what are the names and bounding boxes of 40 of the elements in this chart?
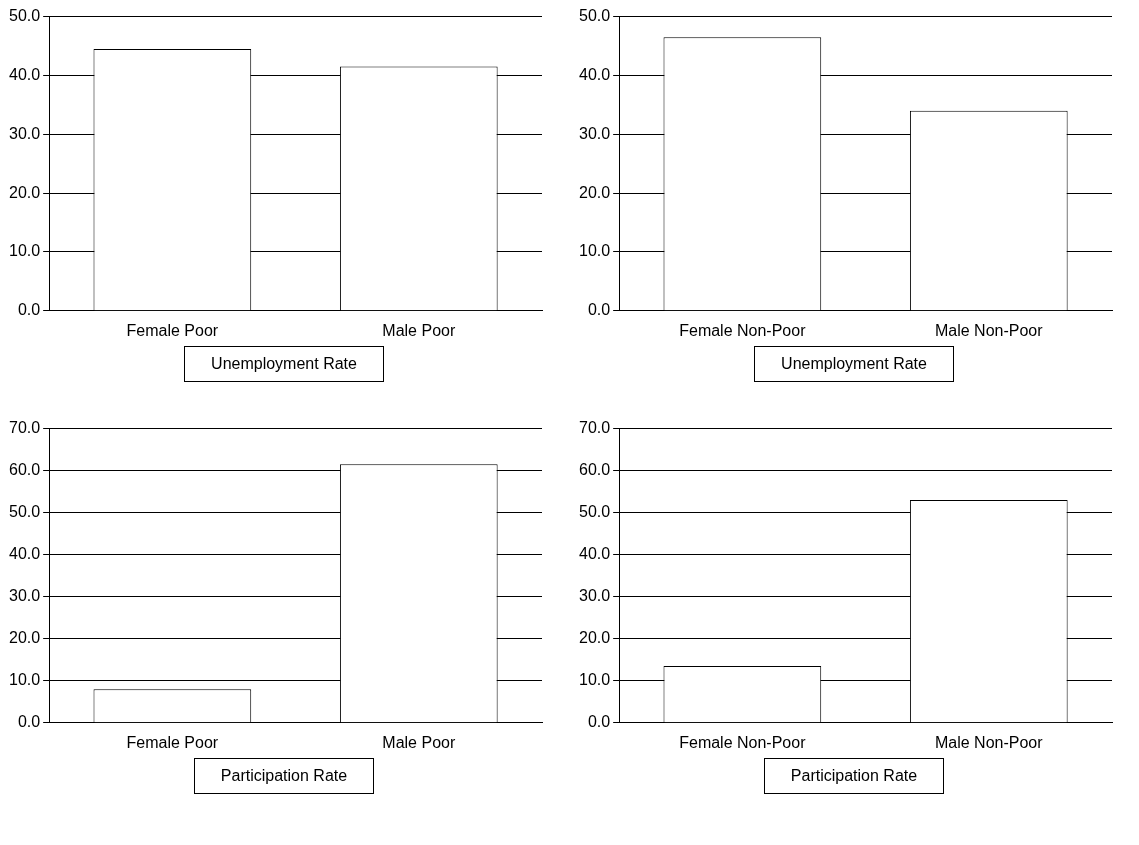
x-tick-label: Female Poor (126, 321, 219, 339)
x-axis-title: Participation Rate (763, 758, 945, 794)
x-tick-label: Female Non-Poor (679, 733, 807, 751)
y-tick-label: 10.0 (579, 242, 611, 260)
y-tick-label: 10.0 (9, 242, 41, 260)
y-tick-label: 70.0 (579, 419, 611, 437)
x-tick-label: Male Poor (382, 733, 456, 751)
y-tick-label: 40.0 (9, 545, 41, 563)
y-tick-label: 20.0 (579, 629, 611, 647)
y-tick-label: 30.0 (579, 587, 611, 605)
y-tick-label: 20.0 (9, 629, 41, 647)
y-tick-label: 50.0 (579, 503, 611, 521)
y-tick-label: 30.0 (9, 124, 41, 142)
y-tick-label: 60.0 (9, 461, 41, 479)
y-tick-label: 20.0 (579, 183, 611, 201)
x-axis-title: Unemployment Rate (184, 346, 384, 382)
y-tick-label: 0.0 (587, 713, 611, 731)
x-tick-label: Male Poor (382, 321, 456, 339)
y-tick-label: 10.0 (579, 671, 611, 689)
x-tick-label: Female Non-Poor (679, 321, 807, 339)
x-tick-label: Male Non-Poor (934, 321, 1044, 339)
y-tick-label: 40.0 (9, 65, 41, 83)
y-tick-label: 60.0 (579, 461, 611, 479)
y-tick-label: 50.0 (579, 7, 611, 25)
y-tick-label: 0.0 (587, 301, 611, 319)
y-tick-label: 30.0 (579, 124, 611, 142)
x-axis-title: Participation Rate (193, 758, 375, 794)
y-tick-label: 50.0 (9, 503, 41, 521)
y-tick-label: 50.0 (9, 7, 41, 25)
x-tick-label: Female Poor (126, 733, 219, 751)
y-tick-label: 70.0 (9, 419, 41, 437)
y-tick-label: 10.0 (9, 671, 41, 689)
x-tick-label: Male Non-Poor (934, 733, 1044, 751)
y-tick-label: 40.0 (579, 65, 611, 83)
y-tick-label: 0.0 (17, 713, 41, 731)
x-axis-title: Unemployment Rate (754, 346, 954, 382)
y-tick-label: 0.0 (17, 301, 41, 319)
y-tick-label: 30.0 (9, 587, 41, 605)
y-tick-label: 20.0 (9, 183, 41, 201)
y-tick-label: 40.0 (579, 545, 611, 563)
